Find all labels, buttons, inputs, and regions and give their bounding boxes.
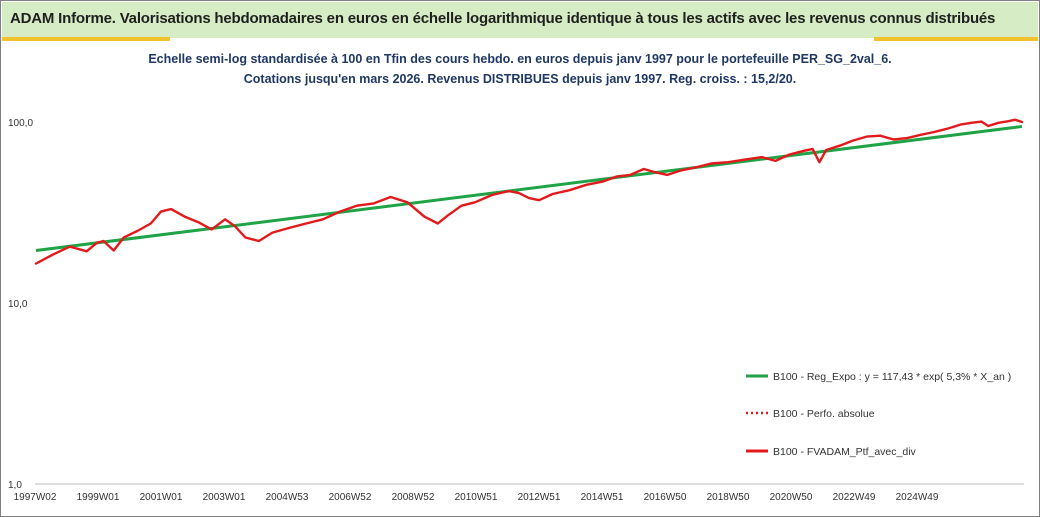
x-tick-label: 2008W52	[392, 492, 435, 503]
x-tick-label: 2004W53	[266, 492, 309, 503]
x-tick-label: 2016W50	[644, 492, 687, 503]
y-tick-label: 100,0	[8, 118, 33, 129]
x-tick-label: 2020W50	[770, 492, 813, 503]
y-tick-label: 10,0	[8, 299, 28, 310]
x-tick-label: 1997W02	[14, 492, 57, 503]
chart-subtitle-line-2: Cotations jusqu'en mars 2026. Revenus DI…	[243, 72, 797, 86]
x-tick-label: 2018W50	[707, 492, 750, 503]
x-tick-label: 2003W01	[203, 492, 246, 503]
plot-series	[34, 118, 1024, 265]
chart-subtitle-line-1: Echelle semi-log standardisée à 100 en T…	[148, 52, 892, 66]
series-line-regression	[35, 124, 1023, 252]
x-tick-label: 1999W01	[77, 492, 120, 503]
x-tick-label: 2022W49	[833, 492, 876, 503]
legend-label-regression: B100 - Reg_Expo : y = 117,43 * exp( 5,3%…	[773, 371, 1011, 383]
accent-bar-left	[2, 37, 170, 41]
y-tick-label: 1,0	[8, 480, 22, 491]
x-tick-label: 2014W51	[581, 492, 624, 503]
chart-legend: B100 - Reg_Expo : y = 117,43 * exp( 5,3%…	[746, 371, 1011, 458]
series-line-portfolio	[34, 118, 1024, 265]
x-axis-ticks: 1997W02 1999W01 2001W01 2003W01 2004W53 2006W…	[14, 492, 939, 503]
legend-label-performance: B100 - Perfo. absolue	[773, 408, 875, 420]
x-tick-label: 2001W01	[140, 492, 183, 503]
page-title: ADAM Informe. Valorisations hebdomadaire…	[10, 10, 996, 27]
title-banner: ADAM Informe. Valorisations hebdomadaire…	[2, 2, 1038, 38]
accent-bar-right	[874, 37, 1038, 41]
x-tick-label: 2024W49	[896, 492, 939, 503]
y-axis-ticks: 100,0 10,0 1,0	[8, 118, 33, 491]
x-tick-label: 2010W51	[455, 492, 498, 503]
x-tick-label: 2012W51	[518, 492, 561, 503]
x-tick-label: 2006W52	[329, 492, 372, 503]
legend-label-portfolio: B100 - FVADAM_Ptf_avec_div	[773, 446, 917, 458]
